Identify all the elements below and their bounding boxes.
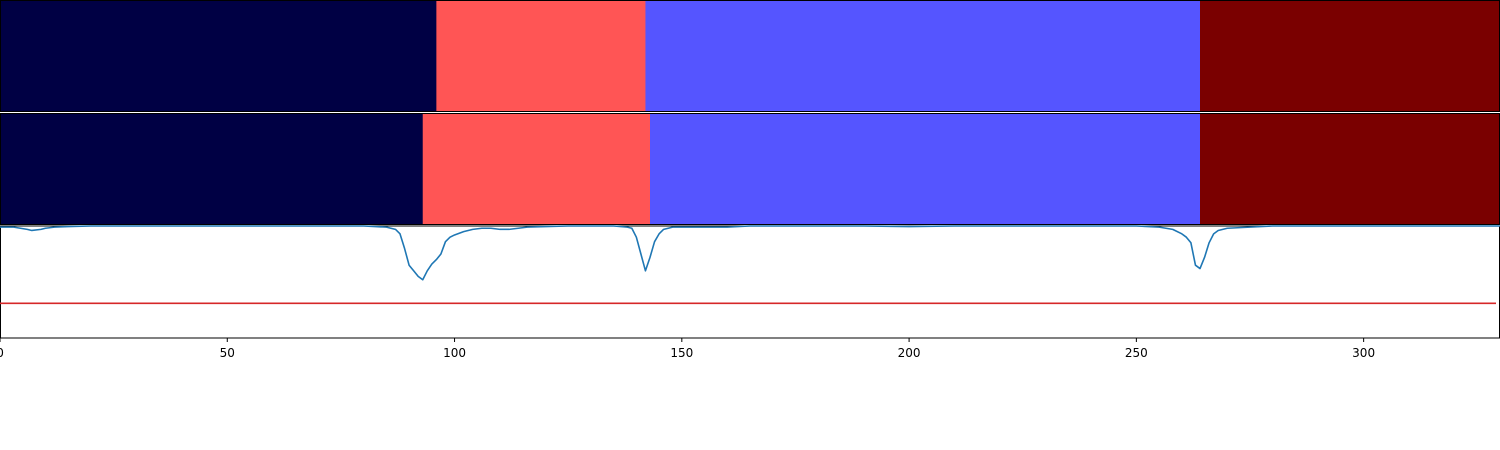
band-1-segment-1 bbox=[0, 0, 437, 112]
band-2-segment-3 bbox=[650, 113, 1201, 225]
band-2-segment-1 bbox=[0, 113, 423, 225]
x-tick-label-200: 200 bbox=[898, 346, 921, 360]
line-panel-frame bbox=[1, 226, 1500, 338]
band-1-segment-4 bbox=[1200, 0, 1500, 112]
line-panel bbox=[0, 226, 1500, 338]
x-tick-label-300: 300 bbox=[1352, 346, 1375, 360]
x-tick-label-100: 100 bbox=[443, 346, 466, 360]
band-2-segment-2 bbox=[423, 113, 651, 225]
band-1-segment-3 bbox=[645, 0, 1200, 112]
x-tick-label-150: 150 bbox=[670, 346, 693, 360]
x-axis: 0 50 100 150 200 250 300 bbox=[0, 338, 1375, 360]
x-tick-label-0: 0 bbox=[0, 346, 4, 360]
x-tick-label-50: 50 bbox=[220, 346, 235, 360]
band-2 bbox=[0, 113, 1500, 225]
x-tick-label-250: 250 bbox=[1125, 346, 1148, 360]
band-2-segment-4 bbox=[1200, 113, 1500, 225]
band-1-segment-2 bbox=[436, 0, 646, 112]
segment-bands bbox=[0, 0, 1500, 225]
band-1 bbox=[0, 0, 1500, 112]
